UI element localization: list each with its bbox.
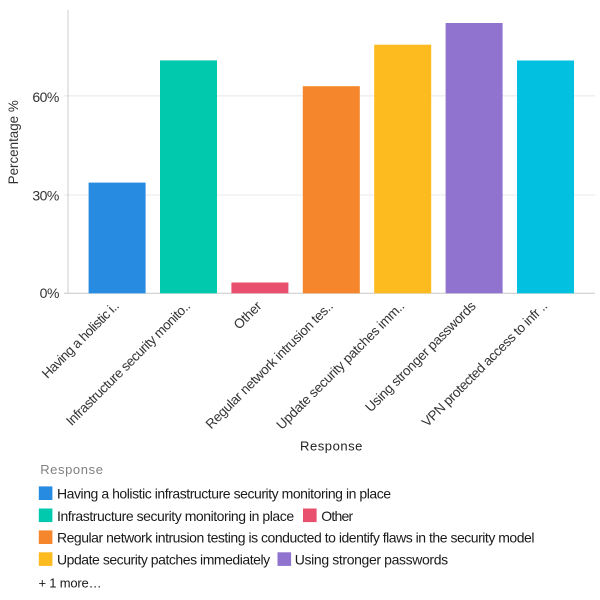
svg-text:+ 1 more…: + 1 more… bbox=[39, 575, 102, 590]
svg-text:Percentage %: Percentage % bbox=[6, 100, 21, 184]
svg-text:Response: Response bbox=[300, 439, 363, 454]
svg-text:60%: 60% bbox=[32, 89, 59, 105]
svg-text:Regular network intrusion test: Regular network intrusion testing is con… bbox=[57, 530, 534, 546]
svg-text:30%: 30% bbox=[32, 188, 59, 204]
svg-text:Other: Other bbox=[321, 508, 353, 524]
svg-text:Having a holistic infrastructu: Having a holistic infrastructure securit… bbox=[57, 486, 391, 502]
svg-text:Response: Response bbox=[40, 462, 103, 477]
svg-text:0%: 0% bbox=[40, 285, 59, 301]
svg-text:Infrastructure security monito: Infrastructure security monitoring in pl… bbox=[57, 508, 294, 524]
svg-text:Update security patches immedi: Update security patches immediately bbox=[57, 552, 270, 568]
svg-text:Using stronger passwords: Using stronger passwords bbox=[295, 552, 448, 568]
